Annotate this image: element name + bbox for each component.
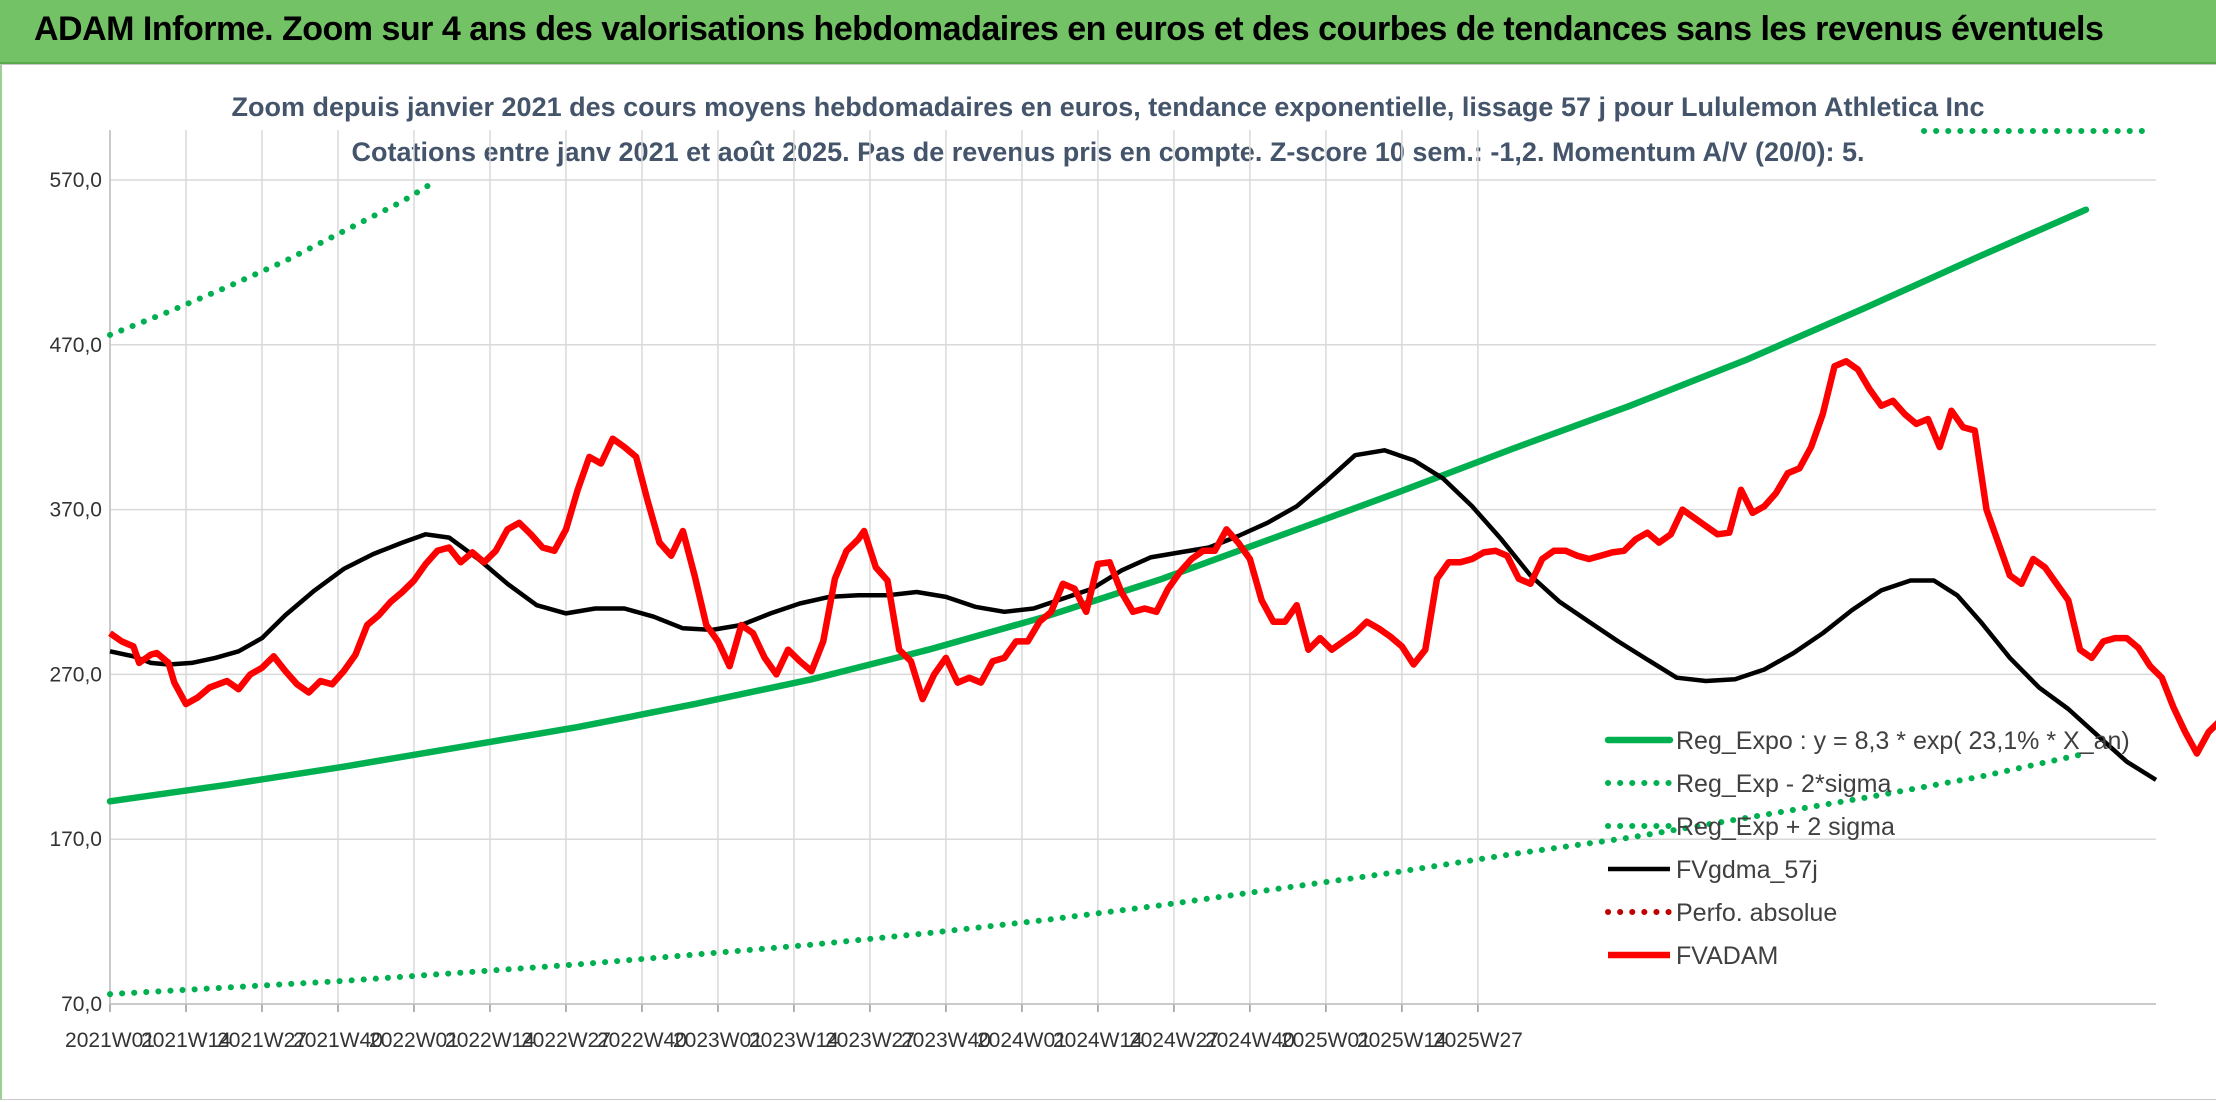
- y-tick-label: 70,0: [61, 993, 102, 1016]
- legend-label: FVADAM: [1676, 942, 1778, 970]
- report-title: ADAM Informe. Zoom sur 4 ans des valoris…: [34, 10, 2104, 48]
- x-tick-label: 2022W01: [369, 1029, 459, 1052]
- legend-label: Reg_Exp - 2*sigma: [1676, 770, 1891, 798]
- x-tick-label: 2024W01: [977, 1029, 1067, 1052]
- chart-legend: Reg_Expo : y = 8,3 * exp( 23,1% * X_an) R…: [1604, 727, 2130, 970]
- report-banner: ADAM Informe. Zoom sur 4 ans des valoris…: [0, 0, 2216, 64]
- y-tick-label: 170,0: [49, 828, 102, 851]
- series-fvgdma-57j: [109, 448, 2158, 782]
- y-tick-label: 570,0: [49, 169, 102, 192]
- series-reg-exp-minus-2sigma: [107, 750, 2089, 998]
- chart-series: [106, 128, 2216, 998]
- series-reg-expo: [106, 206, 2090, 805]
- chart-title: Zoom depuis janvier 2021 des cours moyen…: [231, 92, 1985, 122]
- y-tick-label: 470,0: [49, 334, 102, 357]
- x-tick-label: 2023W01: [673, 1029, 763, 1052]
- x-tick-label: 2025W01: [1281, 1029, 1371, 1052]
- x-tick-label: 2024W27: [1129, 1029, 1219, 1052]
- chart-grid: [109, 130, 2156, 1012]
- x-tick-label: 2025W14: [1357, 1029, 1447, 1052]
- x-tick-label: 2024W40: [1205, 1029, 1295, 1052]
- x-tick-label: 2025W27: [1433, 1029, 1523, 1052]
- series-reg-exp-plus-2sigma: [107, 177, 441, 338]
- x-tick-label: 2021W01: [65, 1029, 155, 1052]
- x-tick-label: 2022W40: [597, 1029, 687, 1052]
- legend-label: Perfo. absolue: [1676, 899, 1837, 927]
- x-tick-label: 2023W14: [749, 1029, 839, 1052]
- series-fvadam: [108, 358, 2216, 757]
- legend-label: Reg_Expo : y = 8,3 * exp( 23,1% * X_an): [1676, 727, 2130, 755]
- x-axis-ticks: 2021W012021W142021W272021W402022W012022W…: [65, 1029, 1523, 1052]
- x-tick-label: 2021W14: [141, 1029, 231, 1052]
- x-tick-label: 2024W14: [1053, 1029, 1143, 1052]
- y-axis-ticks: 70,0 170,0 270,0 370,0 470,0 570,0: [49, 169, 102, 1016]
- x-tick-label: 2021W40: [293, 1029, 383, 1052]
- x-tick-label: 2023W27: [825, 1029, 915, 1052]
- chart-frame: [0, 64, 2216, 1100]
- x-tick-label: 2022W27: [521, 1029, 611, 1052]
- y-tick-label: 370,0: [49, 499, 102, 522]
- x-tick-label: 2023W40: [901, 1029, 991, 1052]
- chart-subtitle: Cotations entre janv 2021 et août 2025. …: [351, 137, 1865, 167]
- x-tick-label: 2022W14: [445, 1029, 535, 1052]
- x-tick-label: 2021W27: [217, 1029, 307, 1052]
- legend-label: FVgdma_57j: [1676, 856, 1818, 884]
- y-tick-label: 270,0: [49, 663, 102, 686]
- legend-label: Reg_Exp + 2 sigma: [1676, 813, 1895, 841]
